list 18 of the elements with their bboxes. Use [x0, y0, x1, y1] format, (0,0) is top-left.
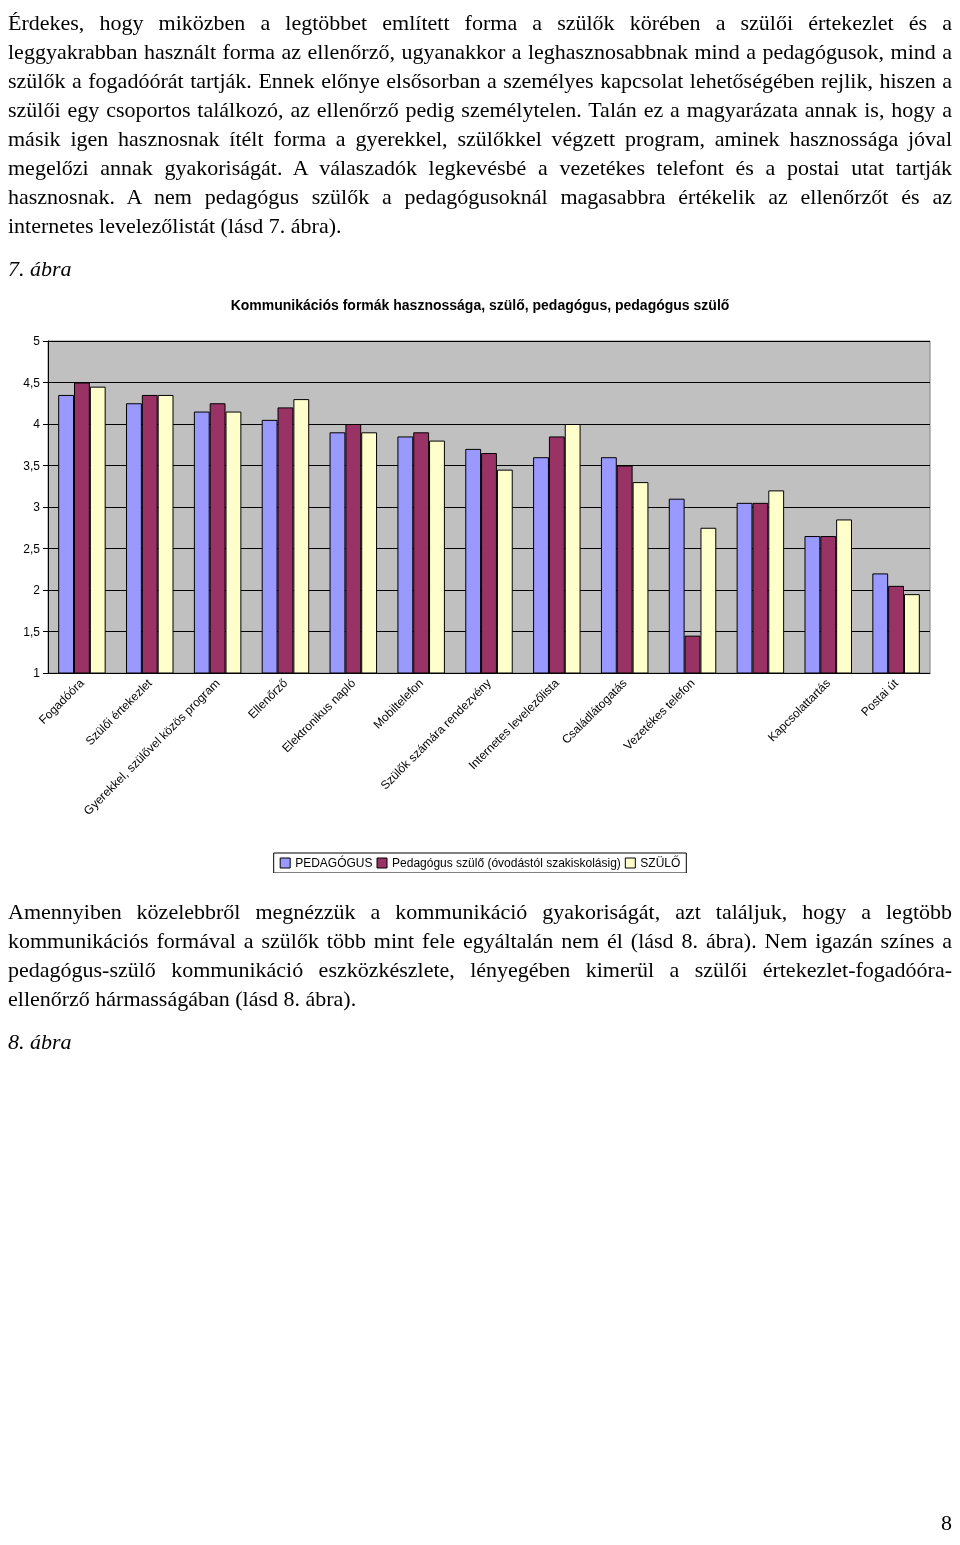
- chart-title: Kommunikációs formák hasznossága, szülő, pedagógus, pedagógus szülő: [230, 297, 730, 313]
- text: 8: [941, 1509, 952, 1537]
- text: 7. ábra: [8, 255, 73, 283]
- y-tick-label: 3: [33, 500, 41, 514]
- y-tick-label: 1,5: [23, 624, 41, 639]
- text: 8. ábra: [8, 1028, 73, 1056]
- y-tick-label: 5: [33, 334, 41, 348]
- y-tick-label: 2,5: [23, 541, 41, 556]
- legend-label: Pedagógus szülő (óvodástól szakiskolásig): [392, 856, 621, 870]
- y-tick-label: 1: [33, 666, 41, 680]
- text: Érdekes, hogy miközben a legtöbbet említett forma a szülők körében a szülői értekezlet és a leggyakrabban használt forma az ellenőrző, ugyanakkor a leghasznosabbnak mind a pedagógusok, mind a szülők a fogadóórát tartják. Ennek előnye elsősorban a személyes kapcsolat lehetőségében rejlik, hiszen a szülői egy csoportos találkozó, az ellenőrző pedig személytelen. Talán ez a magyarázata annak is, hogy a másik igen hasznosnak ítélt forma a gyerekkel, szülőkkel végzett program, aminek hasznossága jóval megelőzi annak gyakoriságát. A válaszadók legkevésbé a vezetékes telefont és a postai utat tartják hasznosnak. A nem pedagógus szülők a pedagógusoknál magasabbra értékelik az ellenőrzőt és az internetes levelezőlistát (lásd 7. ábra).: [8, 9, 952, 240]
- y-tick-label: 3,5: [23, 458, 41, 473]
- y-tick-label: 4,5: [23, 375, 41, 390]
- legend-label: SZÜLŐ: [640, 855, 681, 870]
- y-tick-label: 4: [33, 417, 41, 431]
- y-tick-label: 2: [33, 583, 41, 597]
- legend-label: PEDAGÓGUS: [295, 855, 373, 870]
- text: Amennyiben közelebbről megnézzük a kommunikáció gyakoriságát, azt találjuk, hogy a legtöbb kommunikációs formával a szülők több mint fele egyáltalán nem él (lásd 8. ábra). Nem igazán színes a pedagógus-szülő kommunikáció eszközkészlete, lényegében kimerül a szülői értekezlet-fogadóóra-ellenőrző hármasságában (lásd 8. ábra).: [8, 898, 952, 1013]
